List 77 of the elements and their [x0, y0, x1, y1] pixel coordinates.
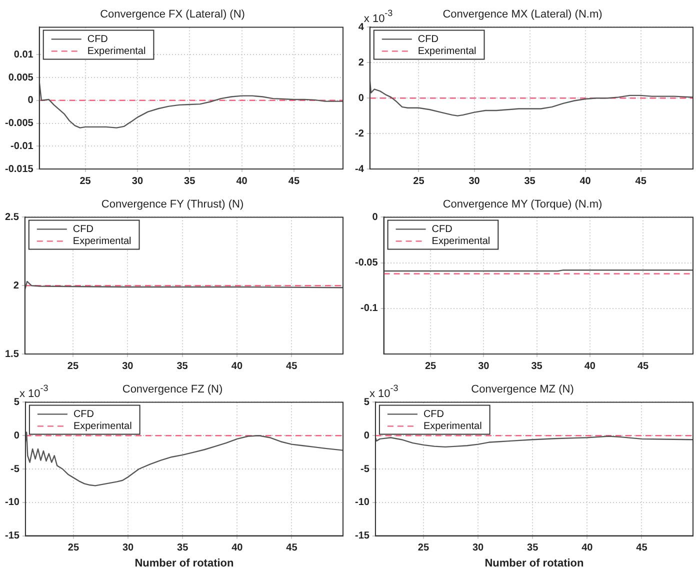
- y-tick-label: 0: [372, 212, 378, 223]
- y-tick-label: -5: [360, 464, 370, 475]
- x-tick-label: 35: [177, 542, 189, 554]
- y-tick-label: -0.01: [10, 140, 34, 152]
- x-tick-label: 45: [288, 176, 300, 187]
- x-tick-label: 25: [418, 542, 430, 554]
- x-tick-label: 40: [232, 542, 244, 554]
- y-tick-label: 2: [358, 57, 364, 68]
- legend-label: Experimental: [72, 236, 132, 247]
- y-tick-label: 2: [13, 280, 20, 292]
- y-tick-label: -15: [5, 530, 20, 542]
- y-tick-label: -0.005: [4, 118, 34, 130]
- y-tick-label: 0.005: [8, 72, 34, 84]
- legend-label: CFD: [72, 224, 94, 235]
- legend-label: CFD: [73, 408, 94, 420]
- y-tick-label: -0.05: [354, 258, 378, 269]
- y-tick-label: -5: [10, 464, 20, 475]
- y-tick-label: -0.015: [4, 164, 34, 175]
- x-tick-label: 45: [636, 542, 648, 554]
- y-tick-label: 0: [358, 92, 364, 104]
- legend-label: CFD: [423, 408, 444, 420]
- x-tick-label: 30: [468, 176, 480, 187]
- y-tick-label: -2: [354, 128, 364, 140]
- x-tick-label: 45: [635, 176, 647, 187]
- legend-label: CFD: [87, 34, 108, 45]
- y-tick-label: 1.5: [4, 348, 20, 360]
- x-tick-label: 30: [122, 542, 134, 554]
- y-tick-label: 0.01: [14, 49, 34, 60]
- x-tick-label: 40: [231, 360, 243, 372]
- x-axis-title: Number of rotation: [134, 557, 234, 570]
- x-tick-label: 25: [80, 176, 92, 187]
- x-tick-label: 45: [286, 542, 298, 554]
- x-tick-label: 45: [286, 360, 298, 372]
- x-tick-label: 25: [424, 360, 437, 372]
- y-tick-label: 5: [364, 396, 370, 408]
- y-tick-label: 5: [14, 396, 20, 408]
- legend-label: Experimental: [423, 420, 482, 432]
- chart-title: Convergence MZ (N): [471, 384, 574, 396]
- y-tick-label: 0: [14, 430, 20, 442]
- x-tick-label: 30: [472, 542, 484, 554]
- x-tick-label: 35: [531, 360, 543, 372]
- y-tick-label: -0.1: [360, 303, 378, 314]
- legend-label: Experimental: [418, 46, 476, 57]
- x-axis-title: Number of rotation: [484, 557, 584, 570]
- x-tick-label: 25: [413, 176, 425, 187]
- y-tick-label: -4: [354, 164, 364, 175]
- x-tick-label: 40: [582, 542, 594, 554]
- x-tick-label: 30: [478, 360, 490, 372]
- legend-label: CFD: [432, 224, 452, 235]
- x-tick-label: 35: [527, 542, 539, 554]
- x-tick-label: 40: [580, 176, 592, 187]
- legend-label: CFD: [418, 34, 438, 45]
- x-tick-label: 35: [524, 176, 536, 187]
- x-tick-label: 40: [236, 176, 248, 187]
- x-tick-label: 30: [122, 360, 134, 372]
- x-tick-label: 25: [68, 542, 80, 554]
- x-tick-label: 25: [67, 360, 79, 372]
- chart-title: Convergence FY (Thrust) (N): [101, 198, 244, 211]
- y-tick-label: 4: [358, 22, 364, 33]
- y-tick-label: 0: [364, 430, 370, 442]
- x-tick-label: 35: [184, 176, 196, 187]
- chart-title: Convergence MX (Lateral) (N.m): [442, 8, 602, 21]
- x-tick-label: 30: [132, 176, 144, 187]
- x-tick-label: 35: [176, 360, 188, 372]
- chart-title: Convergence MY (Torque) (N.m): [442, 198, 602, 211]
- chart-title: Convergence FX (Lateral) (N): [100, 8, 245, 21]
- x-tick-label: 45: [637, 360, 650, 372]
- y-tick-label: -10: [355, 497, 370, 508]
- legend-label: Experimental: [87, 46, 146, 57]
- x-tick-label: 40: [584, 360, 596, 372]
- chart-title: Convergence FZ (N): [122, 384, 223, 396]
- y-tick-label: -15: [355, 530, 370, 542]
- legend-label: Experimental: [73, 420, 132, 432]
- legend-label: Experimental: [432, 236, 490, 247]
- y-tick-label: 2.5: [4, 212, 20, 223]
- y-tick-label: 0: [28, 95, 34, 106]
- y-tick-label: -10: [5, 497, 20, 508]
